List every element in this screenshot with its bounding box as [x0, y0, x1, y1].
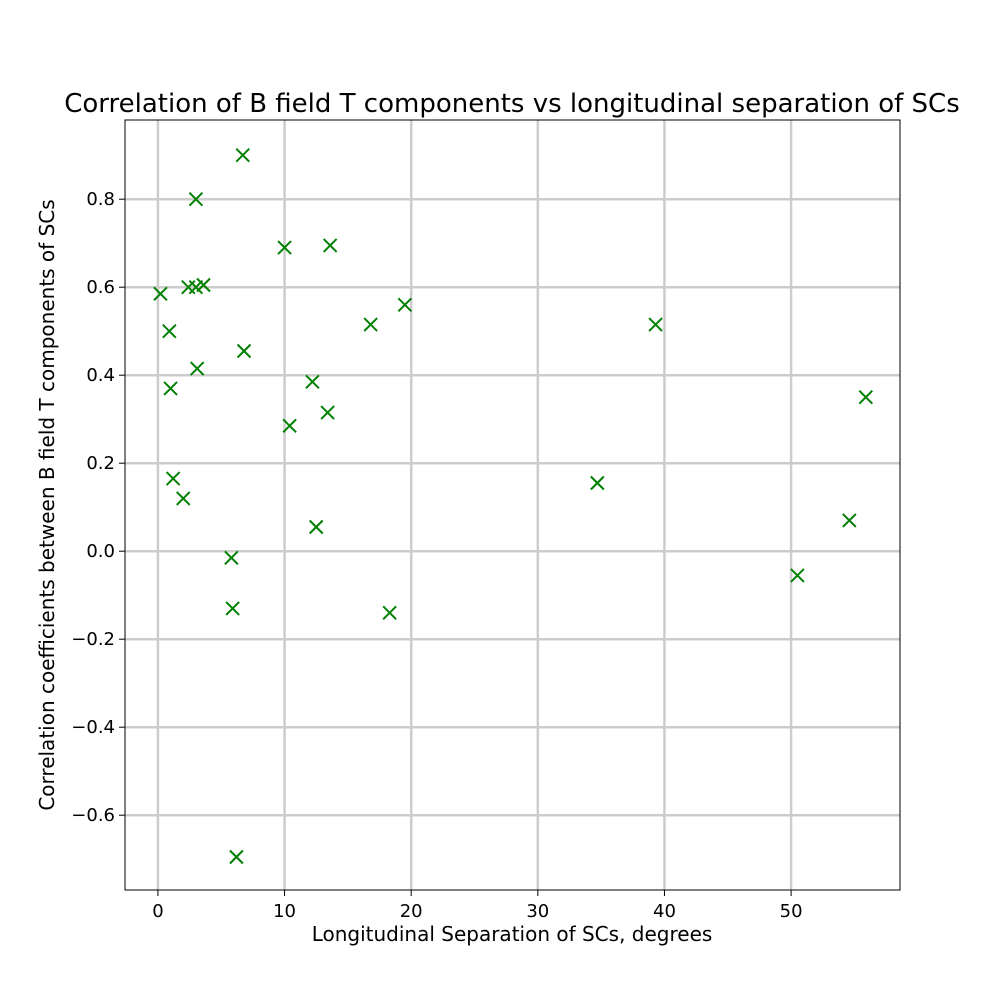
x-tick-label: 30 — [526, 901, 549, 922]
scatter-point — [277, 240, 292, 255]
scatter-point — [842, 513, 857, 528]
scatter-point — [790, 568, 805, 583]
scatter-point — [322, 238, 338, 253]
y-tick-label: 0.2 — [86, 453, 115, 474]
scatter-point — [305, 374, 320, 390]
x-tick-label: 0 — [152, 901, 163, 922]
x-tick-label: 10 — [273, 901, 296, 922]
y-tick-label: 0.6 — [86, 277, 115, 298]
x-tick-label: 20 — [400, 901, 423, 922]
scatter-point — [235, 147, 250, 163]
scatter-point — [165, 471, 181, 486]
x-axis-label: Longitudinal Separation of SCs, degrees — [312, 922, 713, 946]
scatter-point — [224, 550, 239, 566]
scatter-point — [320, 405, 335, 420]
scatter-point — [590, 475, 605, 491]
chart-title: Correlation of B field T components vs l… — [64, 89, 960, 119]
x-axis-ticks: 0 10 20 30 40 50 — [152, 890, 803, 922]
y-tick-label: 0.8 — [86, 189, 115, 210]
y-tick-label: −0.6 — [71, 805, 115, 826]
y-tick-label: 0.0 — [86, 541, 115, 562]
scatter-point — [363, 317, 378, 332]
scatter-point — [282, 418, 297, 434]
scatter-point — [188, 191, 204, 207]
scatter-point — [229, 849, 244, 865]
scatter-point — [153, 286, 168, 302]
scatter-point — [648, 317, 663, 332]
scatter-point — [397, 297, 413, 313]
y-axis-label: Correlation coefficients between B field… — [35, 199, 59, 810]
plot-area-frame — [124, 119, 901, 891]
y-axis-ticks: −0.6 −0.4 −0.2 0.0 0.2 0.4 0.6 0.8 — [71, 189, 125, 826]
scatter-point — [163, 381, 178, 396]
scatter-point — [162, 323, 177, 339]
y-tick-label: −0.4 — [71, 717, 115, 738]
y-tick-label: −0.2 — [71, 629, 115, 650]
scatter-point — [382, 605, 397, 621]
y-tick-label: 0.4 — [86, 365, 115, 386]
scatter-point — [176, 491, 191, 506]
grid — [125, 120, 900, 890]
scatter-point — [196, 277, 211, 293]
scatter-point — [225, 601, 240, 616]
x-tick-label: 50 — [780, 901, 803, 922]
data-points — [153, 147, 874, 865]
x-tick-label: 40 — [653, 901, 676, 922]
scatter-point — [858, 389, 874, 405]
scatter-point — [309, 519, 324, 535]
scatter-point — [189, 361, 205, 376]
scatter-point — [236, 343, 252, 359]
